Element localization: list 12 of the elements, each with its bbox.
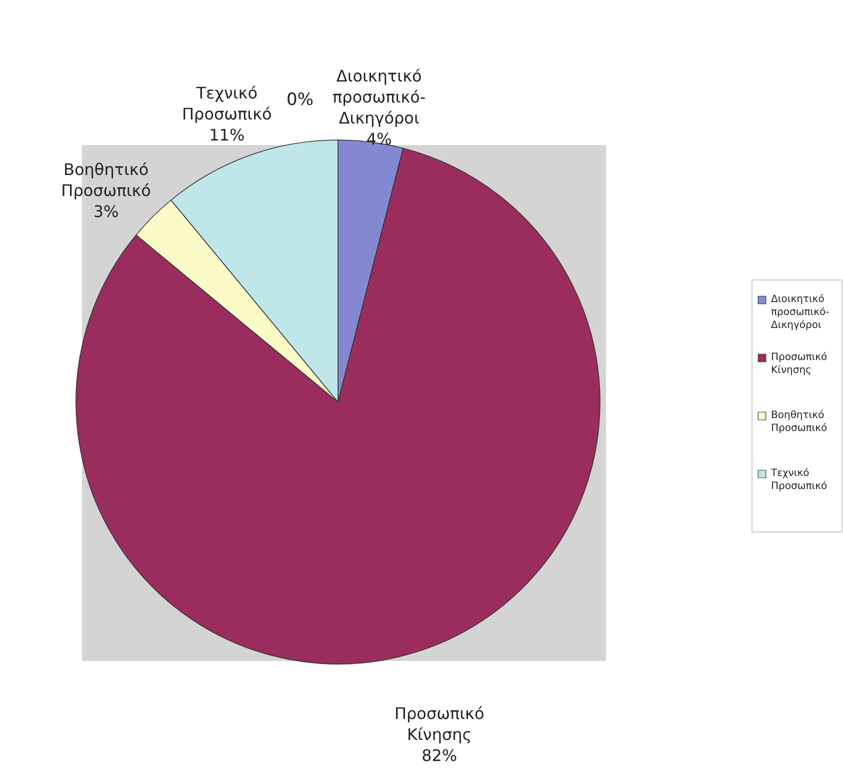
data-label: 11% [209,125,245,144]
legend-label: Τεχνικό Προσωπικό [770,468,828,492]
data-label: 82% [422,746,458,765]
slice-label: Τεχνικό Προσωπικό [182,83,272,124]
slice-label: Διοικητικό προσωπικό-Δικηγόροι [332,66,426,128]
legend-label: Βοηθητικό Προσωπικό [771,410,828,434]
slice-label: Προσωπικό Κίνησης [394,704,484,744]
legend-label: Προσωπικό Κίνησης [771,352,828,376]
text: 0% [286,90,314,110]
slice-label: Βοηθητικό Προσωπικό [61,160,151,200]
data-label: 3% [93,202,119,222]
legend-label: Διοικητικό προσωπικό-Δικηγόροι [771,294,830,331]
